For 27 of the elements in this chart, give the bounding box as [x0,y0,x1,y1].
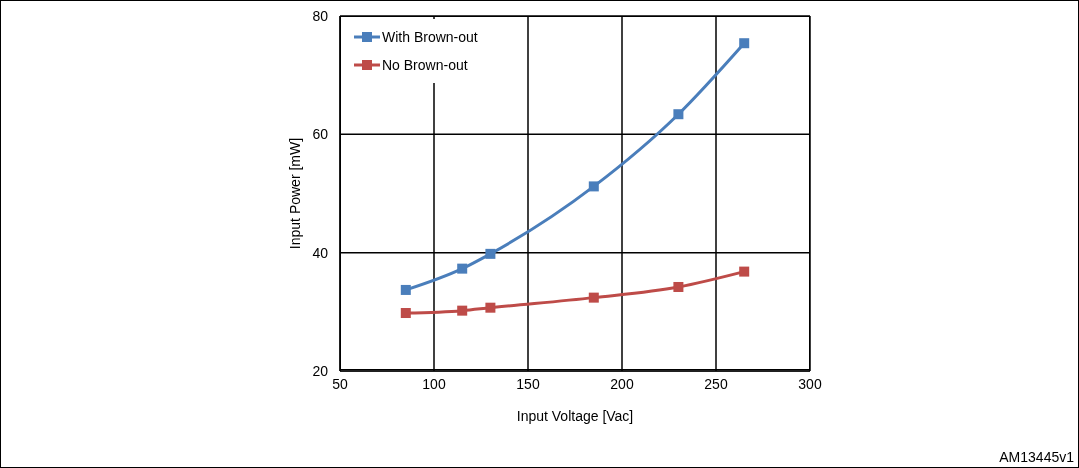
point [400,284,411,295]
y-tick-label: 20 [312,362,329,379]
x-tick-label: 50 [332,375,348,392]
legend-label: With Brown-out [382,29,478,45]
x-tick-label: 300 [798,375,822,392]
point [485,302,496,313]
point [485,248,496,259]
point [400,308,411,319]
y-tick-label: 40 [312,244,329,261]
y-tick-label: 60 [312,126,329,143]
text: AM13445v1 [999,449,1074,465]
x-tick-label: 200 [610,375,634,392]
point [588,181,599,192]
point [739,266,750,277]
point [673,281,684,292]
legend-label: No Brown-out [382,57,468,73]
y-axis-title: Input Power [mW] [286,137,303,250]
point [457,305,468,316]
x-tick-label: 150 [516,375,540,392]
point [739,38,750,49]
point [588,292,599,303]
y-tick-label: 80 [312,7,329,24]
x-axis-title: Input Voltage [Vac] [516,408,634,424]
x-tick-label: 250 [704,375,728,392]
point [673,109,684,120]
point [457,263,468,274]
x-tick-label: 100 [422,375,446,392]
